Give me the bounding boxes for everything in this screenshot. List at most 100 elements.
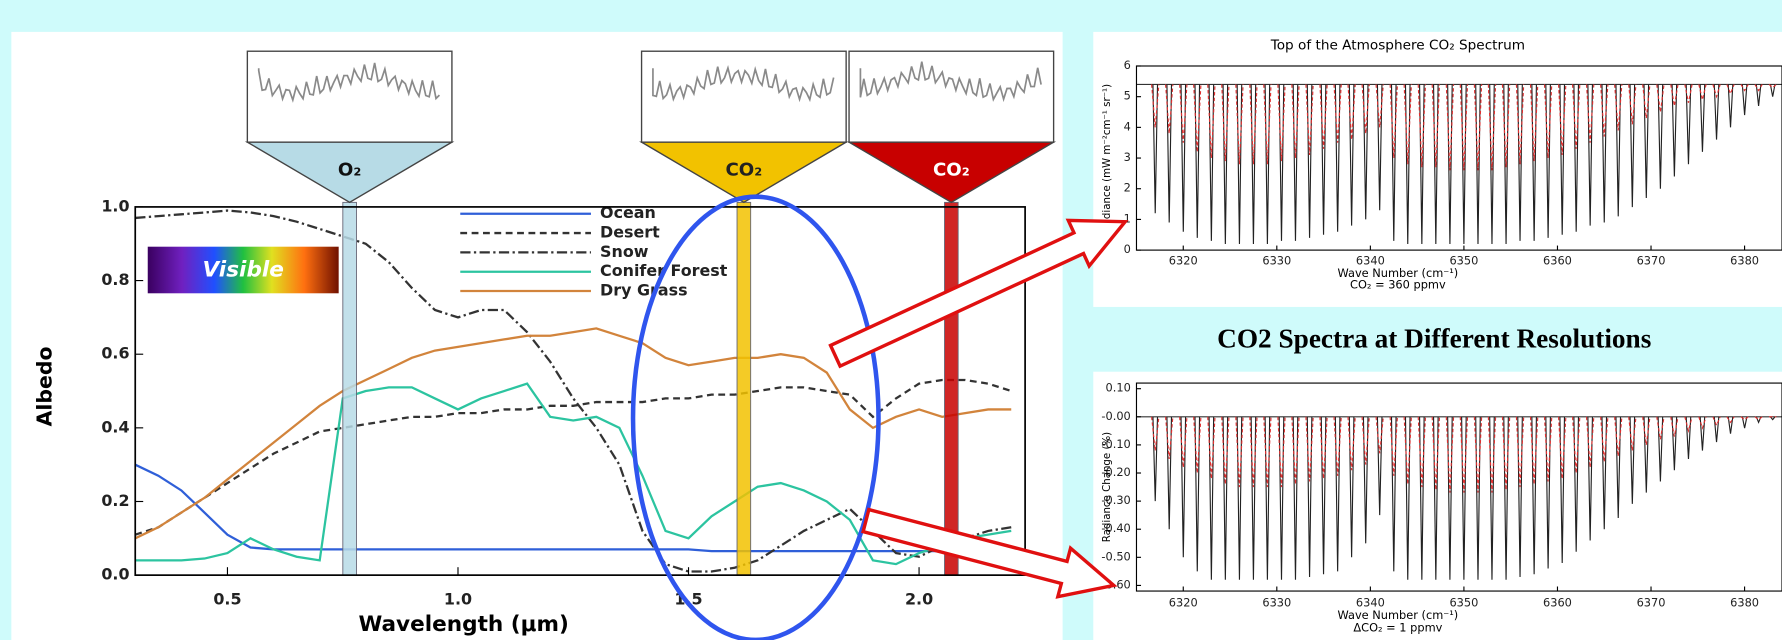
absorption-line — [1559, 416, 1566, 563]
x-tick-label: 6350 — [1449, 253, 1478, 267]
absorption-line — [1193, 416, 1202, 474]
absorption-line — [1292, 416, 1299, 580]
absorption-line — [1615, 84, 1622, 217]
y-axis-label: Radiance (mW m⁻²cm⁻¹ sr⁻¹) — [1102, 84, 1113, 232]
absorption-line — [1334, 416, 1341, 572]
y-tick-label: -0.00 — [1101, 409, 1130, 423]
absorption-line — [1249, 84, 1258, 165]
x-tick-label: 6330 — [1262, 596, 1291, 610]
band-column — [736, 201, 752, 576]
absorption-line — [1263, 416, 1272, 488]
absorption-line — [1277, 84, 1286, 162]
band-label: CO₂ — [933, 160, 970, 181]
absorption-line — [1571, 416, 1581, 474]
absorption-line — [1741, 416, 1748, 429]
absorption-line — [1320, 416, 1327, 575]
absorption-line — [1459, 416, 1469, 493]
absorption-line — [1587, 416, 1594, 541]
absorption-line — [1529, 84, 1539, 162]
absorption-line — [1671, 84, 1678, 177]
absorption-line — [1166, 84, 1173, 223]
x-tick-label: 6330 — [1262, 253, 1291, 267]
absorption-line — [1389, 84, 1398, 159]
y-tick-label: 0.4 — [101, 417, 129, 436]
top-right-panel — [1093, 31, 1782, 307]
absorption-line — [1417, 416, 1427, 488]
absorption-line — [1614, 416, 1623, 457]
absorption-line — [1656, 416, 1665, 440]
absorption-line — [1291, 84, 1300, 159]
absorption-line — [1347, 84, 1356, 140]
x-tick-label: 6370 — [1637, 253, 1666, 267]
absorption-line — [1432, 416, 1439, 580]
absorption-line — [1348, 84, 1355, 226]
visible-box: Visible — [147, 246, 339, 294]
absorption-line — [1207, 416, 1216, 479]
absorption-line — [1431, 416, 1441, 490]
heading: CO2 Spectra at Different Resolutions — [1217, 323, 1651, 353]
absorption-line — [1713, 416, 1720, 443]
y-tick-label: 0.6 — [101, 344, 129, 363]
x-tick-label: 6340 — [1356, 253, 1385, 267]
absorption-line — [1670, 416, 1679, 437]
absorption-line — [1573, 416, 1580, 552]
insert-spectrum — [859, 61, 1042, 103]
absorption-line — [1431, 84, 1441, 168]
absorption-line — [1671, 416, 1678, 471]
absorption-line — [1389, 416, 1398, 476]
arrow — [861, 507, 1118, 599]
absorption-line — [1712, 416, 1721, 427]
legend-label: Dry Grass — [600, 281, 688, 300]
absorption-line — [1713, 84, 1720, 140]
absorption-line — [1642, 416, 1651, 445]
absorption-line — [1376, 84, 1383, 211]
series-line — [134, 378, 1012, 536]
absorption-line — [1473, 416, 1483, 493]
insert-spectrum — [652, 65, 835, 103]
y-tick-label: -0.50 — [1101, 549, 1130, 563]
absorption-line — [1657, 416, 1664, 482]
absorption-line — [1629, 416, 1636, 504]
y-tick-label: 3 — [1124, 150, 1131, 164]
absorption-line — [1698, 416, 1707, 430]
x-tick-label: 6340 — [1356, 596, 1385, 610]
absorption-line — [1151, 84, 1160, 128]
absorption-line — [1740, 84, 1749, 92]
absorption-line — [1614, 84, 1623, 131]
y-tick-label: 0.8 — [101, 270, 129, 289]
absorption-line — [1699, 416, 1706, 451]
absorption-line — [1712, 84, 1721, 99]
band-label: O₂ — [338, 160, 361, 181]
absorption-line — [1376, 416, 1383, 516]
x-axis-label: Wave Number (cm⁻¹) — [1337, 608, 1458, 622]
absorption-line — [1180, 416, 1187, 558]
absorption-line — [1333, 416, 1342, 476]
absorption-line — [1571, 84, 1581, 149]
absorption-line — [1558, 84, 1567, 156]
band-marker — [639, 141, 849, 204]
absorption-line — [1600, 416, 1609, 462]
absorption-line — [1629, 84, 1636, 208]
x-tick-label: 1.0 — [444, 590, 472, 609]
absorption-line — [1417, 84, 1427, 168]
absorption-line — [1769, 416, 1776, 421]
absorption-line — [1152, 416, 1159, 502]
legend-label: Desert — [600, 223, 660, 242]
absorption-line — [1375, 84, 1384, 128]
absorption-line — [1726, 84, 1735, 96]
plot-frame — [1135, 382, 1782, 592]
y-tick-label: 1.0 — [101, 196, 129, 215]
absorption-line — [1375, 416, 1384, 454]
absorption-line — [1501, 416, 1511, 490]
absorption-line — [1573, 84, 1580, 232]
x-tick-label: 6350 — [1449, 596, 1478, 610]
absorption-line — [1319, 84, 1328, 149]
absorption-line — [1769, 84, 1776, 97]
absorption-line — [1179, 84, 1188, 143]
absorption-line — [1305, 84, 1314, 156]
absorption-line — [1615, 416, 1622, 518]
absorption-line — [1361, 416, 1370, 465]
x-tick-label: 0.5 — [213, 590, 241, 609]
y-axis-label: Radiance Change (%) — [1102, 432, 1113, 542]
